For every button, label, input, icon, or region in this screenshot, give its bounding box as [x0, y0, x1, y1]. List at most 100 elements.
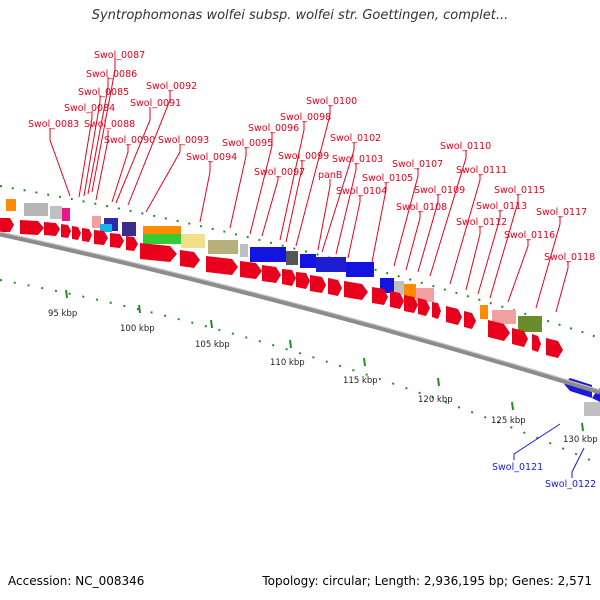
gene-label[interactable]: Swol_0109	[414, 185, 465, 196]
forward-gene-arrow[interactable]	[110, 233, 124, 248]
gene-block[interactable]	[394, 281, 404, 295]
gene-block[interactable]	[250, 247, 286, 262]
forward-gene-arrow[interactable]	[140, 243, 177, 262]
forward-gene-arrow[interactable]	[432, 302, 441, 319]
scale-label: 130 kbp	[563, 435, 598, 445]
gene-label[interactable]: Swol_0086	[86, 69, 137, 80]
gene-label[interactable]: Swol_0108	[396, 202, 447, 213]
gene-block[interactable]	[316, 257, 346, 272]
scale-label: 95 kbp	[48, 309, 77, 319]
gene-label[interactable]: panB	[318, 170, 342, 181]
gene-block[interactable]	[92, 216, 101, 228]
forward-gene-arrow[interactable]	[20, 220, 44, 235]
gene-label[interactable]: Swol_0092	[146, 81, 197, 92]
gene-block[interactable]	[62, 208, 70, 221]
gene-label[interactable]: Swol_0094	[186, 152, 237, 163]
forward-gene-arrow[interactable]	[404, 295, 418, 313]
forward-gene-arrow[interactable]	[44, 222, 60, 236]
scale-label: 120 kbp	[418, 395, 453, 405]
gene-label[interactable]: Swol_0097	[254, 167, 305, 178]
gene-label[interactable]: Swol_0093	[158, 135, 209, 146]
gene-label[interactable]: Swol_0121	[492, 462, 543, 473]
forward-gene-arrow[interactable]	[488, 320, 510, 341]
gene-block[interactable]	[518, 316, 542, 332]
forward-label-layer	[49, 58, 569, 313]
scale-label: 115 kbp	[343, 376, 378, 386]
gene-label[interactable]: Swol_0122	[545, 479, 596, 490]
forward-gene-arrow[interactable]	[464, 311, 476, 329]
forward-gene-arrow[interactable]	[344, 281, 368, 300]
forward-gene-arrow[interactable]	[262, 265, 281, 283]
gene-label[interactable]: Swol_0105	[362, 173, 413, 184]
gene-label[interactable]: Swol_0084	[64, 103, 115, 114]
forward-gene-arrow[interactable]	[126, 236, 138, 251]
gene-block[interactable]	[492, 310, 516, 324]
gene-label[interactable]: Swol_0098	[280, 112, 331, 123]
gene-label[interactable]: Swol_0096	[248, 123, 299, 134]
gene-block[interactable]	[50, 206, 62, 219]
gene-block[interactable]	[208, 240, 238, 254]
gene-label[interactable]: Swol_0099	[278, 151, 329, 162]
forward-gene-arrow[interactable]	[328, 278, 342, 296]
scale-label: 100 kbp	[120, 324, 155, 334]
gene-block[interactable]	[404, 284, 416, 298]
gene-label[interactable]: Swol_0083	[28, 119, 79, 130]
gene-label[interactable]: Swol_0111	[456, 165, 507, 176]
forward-gene-arrow[interactable]	[372, 287, 388, 305]
forward-gene-arrow[interactable]	[390, 291, 404, 309]
gene-label[interactable]: Swol_0102	[330, 133, 381, 144]
gene-block[interactable]	[143, 226, 181, 234]
gene-label[interactable]: Swol_0095	[222, 138, 273, 149]
gene-block[interactable]	[122, 222, 136, 236]
forward-gene-arrow[interactable]	[180, 250, 200, 268]
gene-block[interactable]	[300, 254, 316, 268]
gene-block[interactable]	[286, 251, 298, 265]
forward-gene-arrow[interactable]	[310, 275, 326, 293]
gene-label[interactable]: Swol_0110	[440, 141, 491, 152]
gene-label[interactable]: Swol_0091	[130, 98, 181, 109]
forward-gene-arrow[interactable]	[546, 338, 563, 358]
gene-label[interactable]: Swol_0088	[84, 119, 135, 130]
forward-gene-arrow[interactable]	[296, 272, 310, 289]
gene-label[interactable]: Swol_0118	[544, 252, 595, 263]
forward-gene-arrow[interactable]	[418, 298, 430, 316]
gene-label[interactable]: Swol_0103	[332, 154, 383, 165]
gene-label[interactable]: Swol_0107	[392, 159, 443, 170]
gene-label[interactable]: Swol_0115	[494, 185, 545, 196]
gene-label[interactable]: Swol_0100	[306, 96, 357, 107]
gene-label[interactable]: Swol_0113	[476, 201, 527, 212]
gene-block[interactable]	[480, 305, 488, 319]
gene-block[interactable]	[181, 234, 205, 248]
gene-label[interactable]: Swol_0090	[104, 135, 155, 146]
forward-strand-track	[0, 218, 563, 358]
gene-label[interactable]: Swol_0112	[456, 217, 507, 228]
forward-gene-arrow[interactable]	[94, 230, 108, 245]
forward-gene-arrow[interactable]	[0, 218, 14, 232]
forward-gene-arrow[interactable]	[512, 328, 528, 347]
forward-gene-arrow[interactable]	[446, 306, 462, 325]
gene-label[interactable]: Swol_0087	[94, 50, 145, 61]
gene-block[interactable]	[24, 203, 48, 216]
forward-gene-arrow[interactable]	[72, 226, 81, 240]
forward-gene-arrow[interactable]	[206, 256, 238, 275]
forward-gene-arrow[interactable]	[82, 228, 92, 242]
gene-block[interactable]	[6, 199, 16, 211]
gene-label[interactable]: Swol_0085	[78, 87, 129, 98]
gene-label[interactable]: Swol_0117	[536, 207, 587, 218]
forward-gene-arrow[interactable]	[240, 261, 262, 279]
genome-summary-label: Topology: circular; Length: 2,936,195 bp…	[262, 574, 592, 588]
gene-label[interactable]: Swol_0104	[336, 186, 387, 197]
gene-block[interactable]	[584, 402, 600, 416]
gene-block[interactable]	[416, 288, 434, 302]
forward-gene-arrow[interactable]	[282, 269, 296, 286]
forward-labels: Swol_0087 Swol_0086 Swol_0085 Swol_0084 …	[28, 50, 595, 263]
block-row-1	[6, 199, 542, 332]
forward-gene-arrow[interactable]	[61, 224, 71, 238]
forward-gene-arrow[interactable]	[532, 334, 541, 352]
gene-block[interactable]	[240, 244, 248, 257]
gene-label[interactable]: Swol_0116	[504, 230, 555, 241]
gene-block[interactable]	[346, 262, 374, 277]
gene-block[interactable]	[143, 234, 181, 244]
gene-block[interactable]	[100, 224, 112, 232]
